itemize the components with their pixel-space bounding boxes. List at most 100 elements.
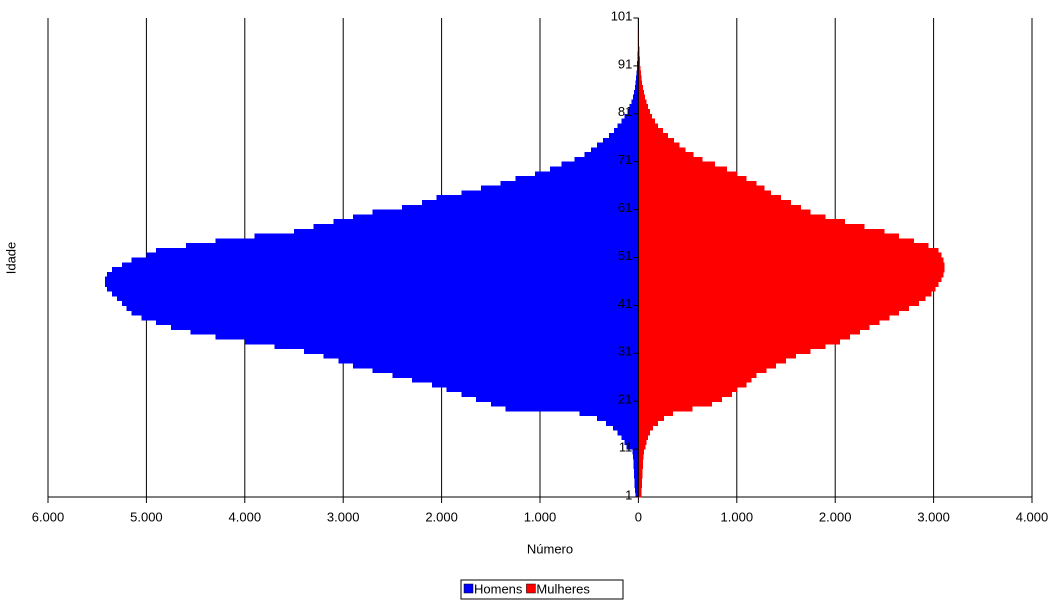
bar [638, 267, 945, 273]
bar [638, 128, 663, 134]
bar [631, 99, 639, 105]
bar [636, 65, 639, 72]
bar [638, 247, 939, 254]
bar [313, 223, 639, 230]
x-tick-label: 3.000 [327, 509, 360, 524]
bar [613, 128, 639, 134]
bar [446, 386, 639, 393]
bar [638, 252, 942, 259]
bar [156, 319, 639, 326]
bar [638, 415, 664, 421]
bar [185, 243, 639, 249]
bar [574, 156, 639, 163]
bar [638, 65, 641, 72]
bar [638, 219, 846, 225]
bar [107, 271, 639, 278]
bar [637, 61, 639, 67]
bar [107, 286, 639, 292]
bar [638, 147, 686, 153]
bar [612, 425, 639, 431]
bar [638, 99, 647, 105]
bar [121, 262, 639, 268]
bar [638, 70, 642, 77]
bar [372, 209, 639, 215]
bar [638, 204, 801, 211]
bar [561, 161, 639, 168]
bar [638, 94, 645, 101]
bar [627, 109, 639, 115]
x-tick-label: 5.000 [130, 509, 163, 524]
bar [436, 195, 639, 201]
bar [638, 314, 890, 321]
bar [131, 257, 639, 263]
bar [105, 281, 639, 287]
x-tick-label: 6.000 [32, 509, 65, 524]
bar [121, 300, 639, 306]
bar [638, 118, 656, 124]
bar [638, 214, 826, 220]
bar [638, 190, 772, 196]
y-tick-label: 31 [618, 344, 632, 359]
legend-label: Mulheres [536, 581, 590, 596]
bar [638, 353, 796, 359]
bar [549, 166, 639, 172]
bar [634, 477, 639, 484]
bar [638, 195, 782, 201]
bar [638, 463, 643, 469]
bar [338, 358, 639, 364]
bar [624, 113, 639, 120]
x-tick-label: 0 [635, 509, 642, 524]
bar [156, 247, 639, 254]
bar [638, 439, 647, 445]
bar [638, 281, 939, 287]
bar [638, 372, 757, 378]
bar [638, 482, 642, 489]
bar [141, 314, 639, 321]
bar [274, 343, 639, 350]
bar [638, 405, 693, 412]
bar [633, 468, 639, 474]
bar [617, 123, 639, 129]
bar [621, 434, 639, 441]
bar [638, 271, 944, 278]
bar [634, 482, 639, 489]
legend-box [460, 579, 624, 600]
bar [638, 295, 926, 302]
bar [638, 113, 653, 120]
bar [633, 463, 639, 469]
bar [638, 343, 826, 350]
y-tick-label: 1 [625, 487, 632, 502]
bar [461, 391, 639, 398]
bar [131, 310, 639, 316]
bar [638, 401, 713, 407]
bar [638, 233, 900, 239]
bar [638, 492, 642, 498]
bar [171, 324, 639, 330]
bar [597, 142, 639, 148]
bar [323, 353, 639, 359]
bar [638, 166, 727, 172]
y-tick-label: 61 [618, 200, 632, 215]
bar [412, 377, 639, 383]
y-tick-label: 91 [618, 56, 632, 71]
bar [638, 209, 811, 215]
x-tick-label: 4.000 [1016, 509, 1049, 524]
bar [638, 51, 640, 57]
bar [215, 334, 639, 340]
bar [635, 492, 639, 498]
bar [591, 147, 639, 153]
bar [638, 386, 737, 393]
bar [638, 487, 642, 493]
bar [584, 152, 639, 158]
bar [638, 109, 651, 115]
bar [490, 401, 639, 407]
bar [638, 75, 642, 81]
bar [638, 104, 649, 110]
bar [634, 85, 639, 91]
bar [597, 415, 639, 421]
x-axis-title: Número [527, 541, 573, 556]
bar [638, 420, 659, 426]
y-tick-label: 21 [618, 392, 632, 407]
bar [638, 156, 703, 163]
